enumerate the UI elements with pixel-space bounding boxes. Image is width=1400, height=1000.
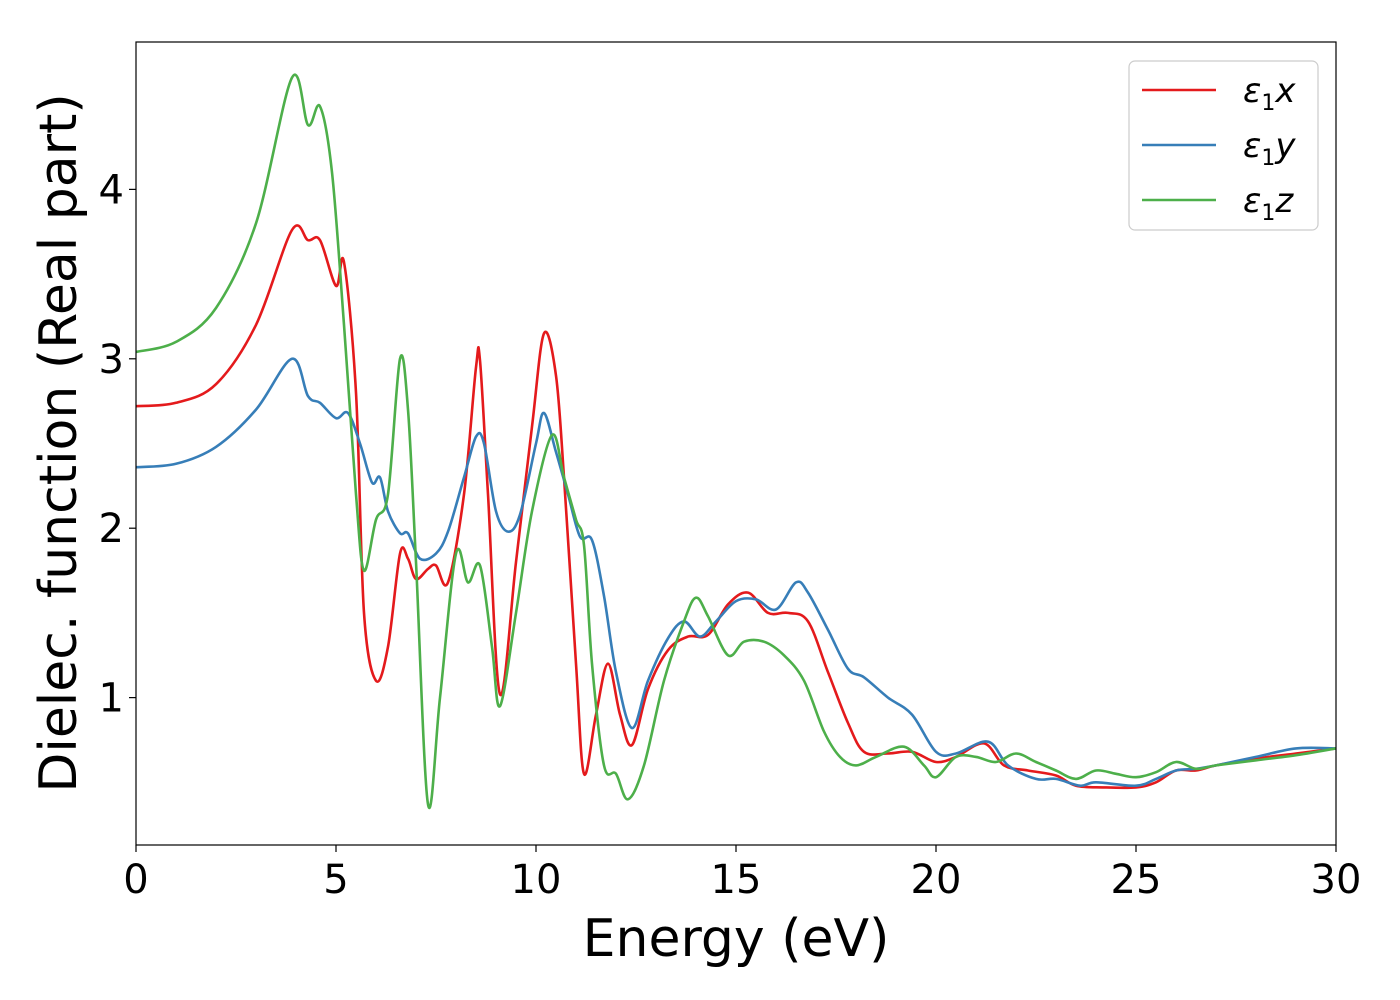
x-tick-label: 30 — [1311, 857, 1362, 903]
series-line-eps1x — [136, 224, 1336, 790]
x-tick-label: 5 — [323, 857, 348, 903]
x-tick-label: 20 — [911, 857, 962, 903]
series-line-eps1y — [136, 357, 1336, 788]
y-tick-label: 3 — [99, 337, 124, 383]
series-line-eps1z — [136, 73, 1336, 809]
x-tick-label: 10 — [511, 857, 562, 903]
ticks-layer: 0 5 10 15 20 25 30 1 2 3 4 — [99, 167, 1362, 903]
y-axis-title: Dielec. function (Real part) — [29, 93, 89, 792]
legend-label-eps1x: ε1x — [1243, 71, 1296, 116]
x-axis-title: Energy (eV) — [583, 909, 890, 969]
legend-label-eps1y: ε1y — [1243, 126, 1296, 171]
series-layer — [136, 73, 1336, 809]
x-tick-label: 0 — [123, 857, 148, 903]
legend-box — [1128, 60, 1319, 231]
legend-label-eps1z: ε1z — [1243, 181, 1294, 226]
y-tick-label: 1 — [99, 676, 124, 722]
x-tick-label: 15 — [711, 857, 762, 903]
legend: ε1x ε1y ε1z — [1128, 60, 1319, 231]
y-tick-label: 4 — [99, 167, 124, 213]
y-tick-label: 2 — [99, 506, 124, 552]
x-tick-label: 25 — [1111, 857, 1162, 903]
